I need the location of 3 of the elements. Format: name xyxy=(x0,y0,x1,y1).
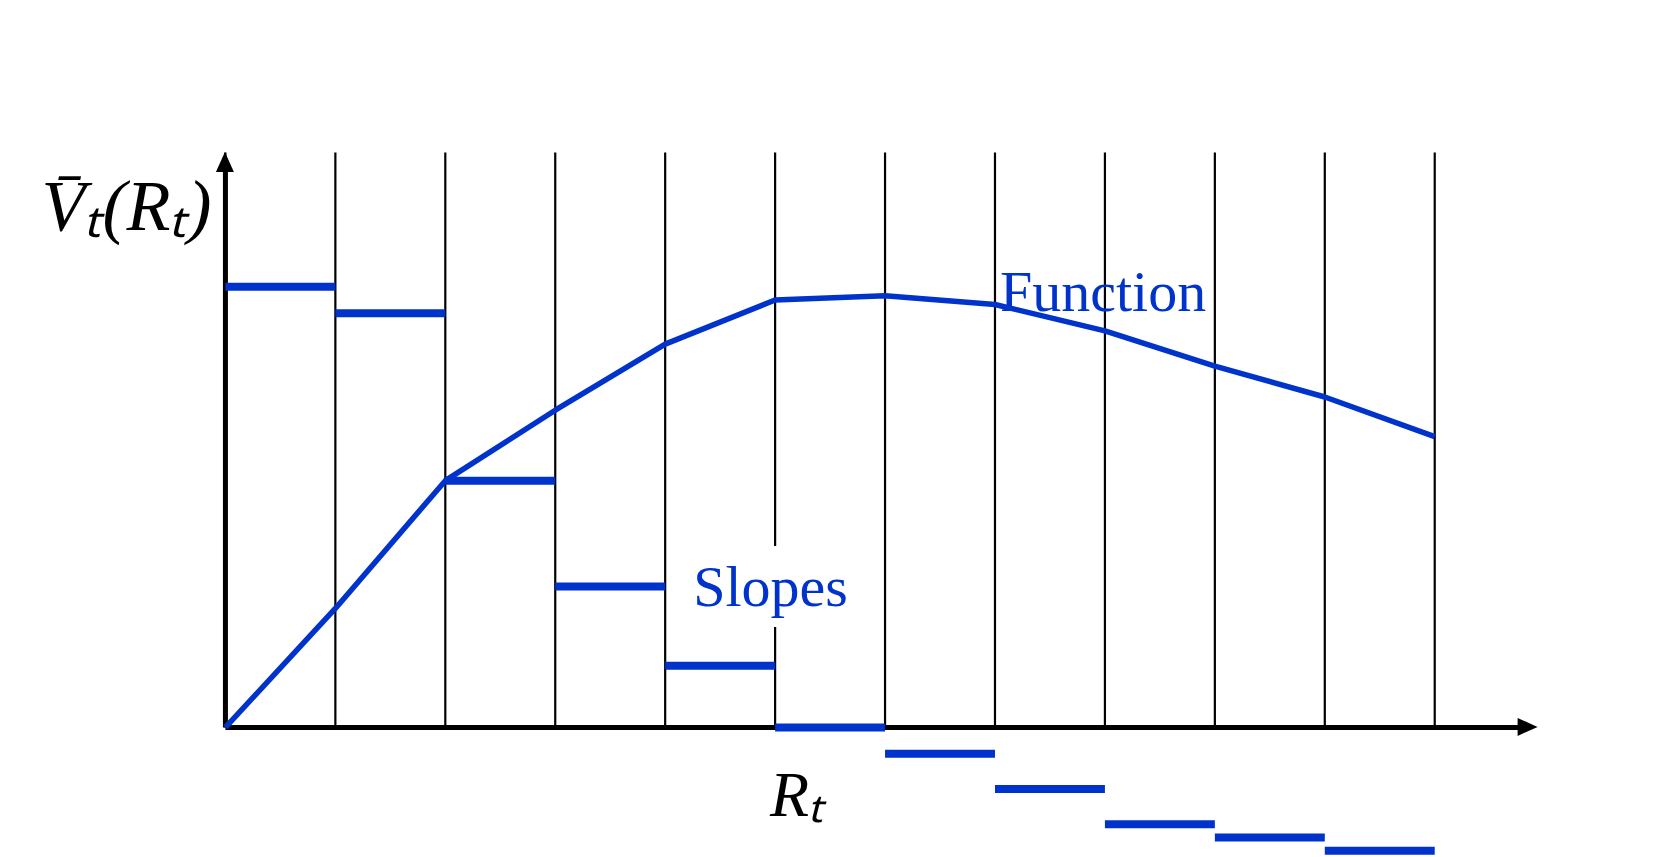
x-axis-title: Rₜ xyxy=(769,759,828,831)
series-label: Slopes xyxy=(693,553,848,619)
y-axis-title: V̄ₜ(Rₜ) xyxy=(41,166,212,247)
